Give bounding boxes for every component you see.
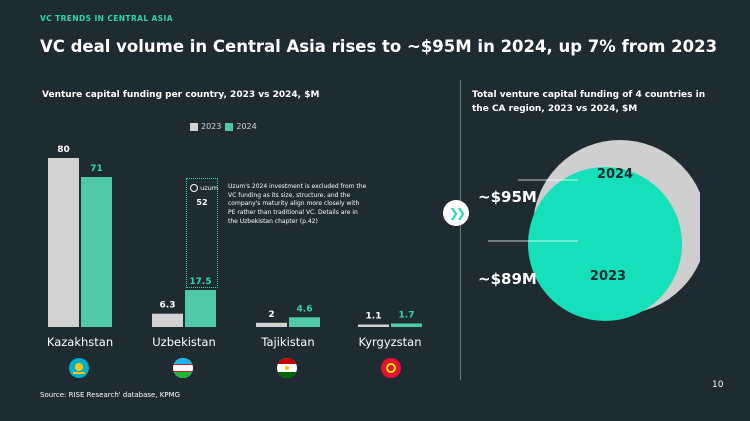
data-label-kyrgyzstan-2024: 1.7 bbox=[399, 310, 415, 320]
bar-kazakhstan-2023 bbox=[48, 158, 79, 327]
bubble-year-2023: 2023 bbox=[590, 269, 626, 284]
bubble-chart: 2024 2023 bbox=[488, 140, 700, 321]
data-label-tajikistan-2024: 4.6 bbox=[297, 304, 313, 314]
uzum-note: Uzum's 2024 investment is excluded from … bbox=[228, 183, 367, 225]
bar-kyrgyzstan-2023 bbox=[358, 324, 389, 327]
data-label-kazakhstan-2024: 71 bbox=[90, 164, 103, 174]
bubble-year-2024: 2024 bbox=[597, 167, 633, 182]
kicker: VC TRENDS IN CENTRAL ASIA bbox=[40, 14, 173, 23]
bubble-chart-title: Total venture capital funding of 4 count… bbox=[472, 90, 706, 115]
legend-label-2023: 2023 bbox=[201, 122, 222, 131]
bar-uzbekistan-2024 bbox=[185, 290, 216, 327]
bar-tajikistan-2023 bbox=[256, 322, 287, 327]
page-title: VC deal volume in Central Asia rises to … bbox=[40, 37, 718, 56]
total-2024-label: ~$95M bbox=[478, 188, 537, 206]
uzum-logo-text: uzum bbox=[200, 184, 219, 192]
bar-chart-title: Venture capital funding per country, 202… bbox=[42, 90, 320, 100]
legend-swatch-2024 bbox=[225, 122, 234, 131]
category-label-kyrgyzstan: Kyrgyzstan bbox=[358, 335, 421, 349]
bar-kazakhstan-2024 bbox=[81, 177, 112, 327]
bar-kyrgyzstan-2024 bbox=[391, 323, 422, 327]
data-label-uzbekistan-2024: 17.5 bbox=[189, 277, 211, 287]
bar-uzbekistan-2023 bbox=[152, 313, 183, 327]
bar-chart: 80 71 Kazakhstan 6.3 17.5 Uzbekistan 2 4.6 Tajik… bbox=[47, 145, 422, 349]
page-number: 10 bbox=[712, 380, 724, 390]
uzum-annotation-box bbox=[186, 178, 218, 288]
data-label-uzbekistan-2023: 6.3 bbox=[160, 301, 176, 311]
legend: 2023 2024 bbox=[190, 122, 257, 131]
kazakhstan-flag-icon bbox=[69, 358, 89, 378]
bubble-2023 bbox=[528, 167, 682, 321]
total-2023-label: ~$89M bbox=[478, 270, 537, 288]
bar-tajikistan-2024 bbox=[289, 317, 320, 327]
source-note: Source: RISE Research' database, KPMG bbox=[40, 391, 181, 399]
data-label-kazakhstan-2023: 80 bbox=[57, 145, 70, 155]
category-label-tajikistan: Tajikistan bbox=[260, 335, 314, 349]
kyrgyzstan-flag-icon bbox=[381, 358, 401, 378]
legend-label-2024: 2024 bbox=[236, 122, 257, 131]
legend-swatch-2023 bbox=[190, 122, 198, 131]
uzum-value-label: 52 bbox=[196, 198, 208, 207]
data-label-kyrgyzstan-2023: 1.1 bbox=[366, 312, 382, 322]
category-label-uzbekistan: Uzbekistan bbox=[152, 335, 216, 349]
data-label-tajikistan-2023: 2 bbox=[268, 310, 274, 320]
uzum-logo-icon: uzum bbox=[190, 184, 218, 192]
uzbekistan-flag-icon bbox=[173, 358, 193, 378]
tajikistan-flag-icon bbox=[277, 358, 297, 378]
divider bbox=[460, 80, 461, 380]
double-chevron-right-icon: ❯❯ bbox=[443, 200, 469, 226]
category-label-kazakhstan: Kazakhstan bbox=[47, 335, 113, 349]
